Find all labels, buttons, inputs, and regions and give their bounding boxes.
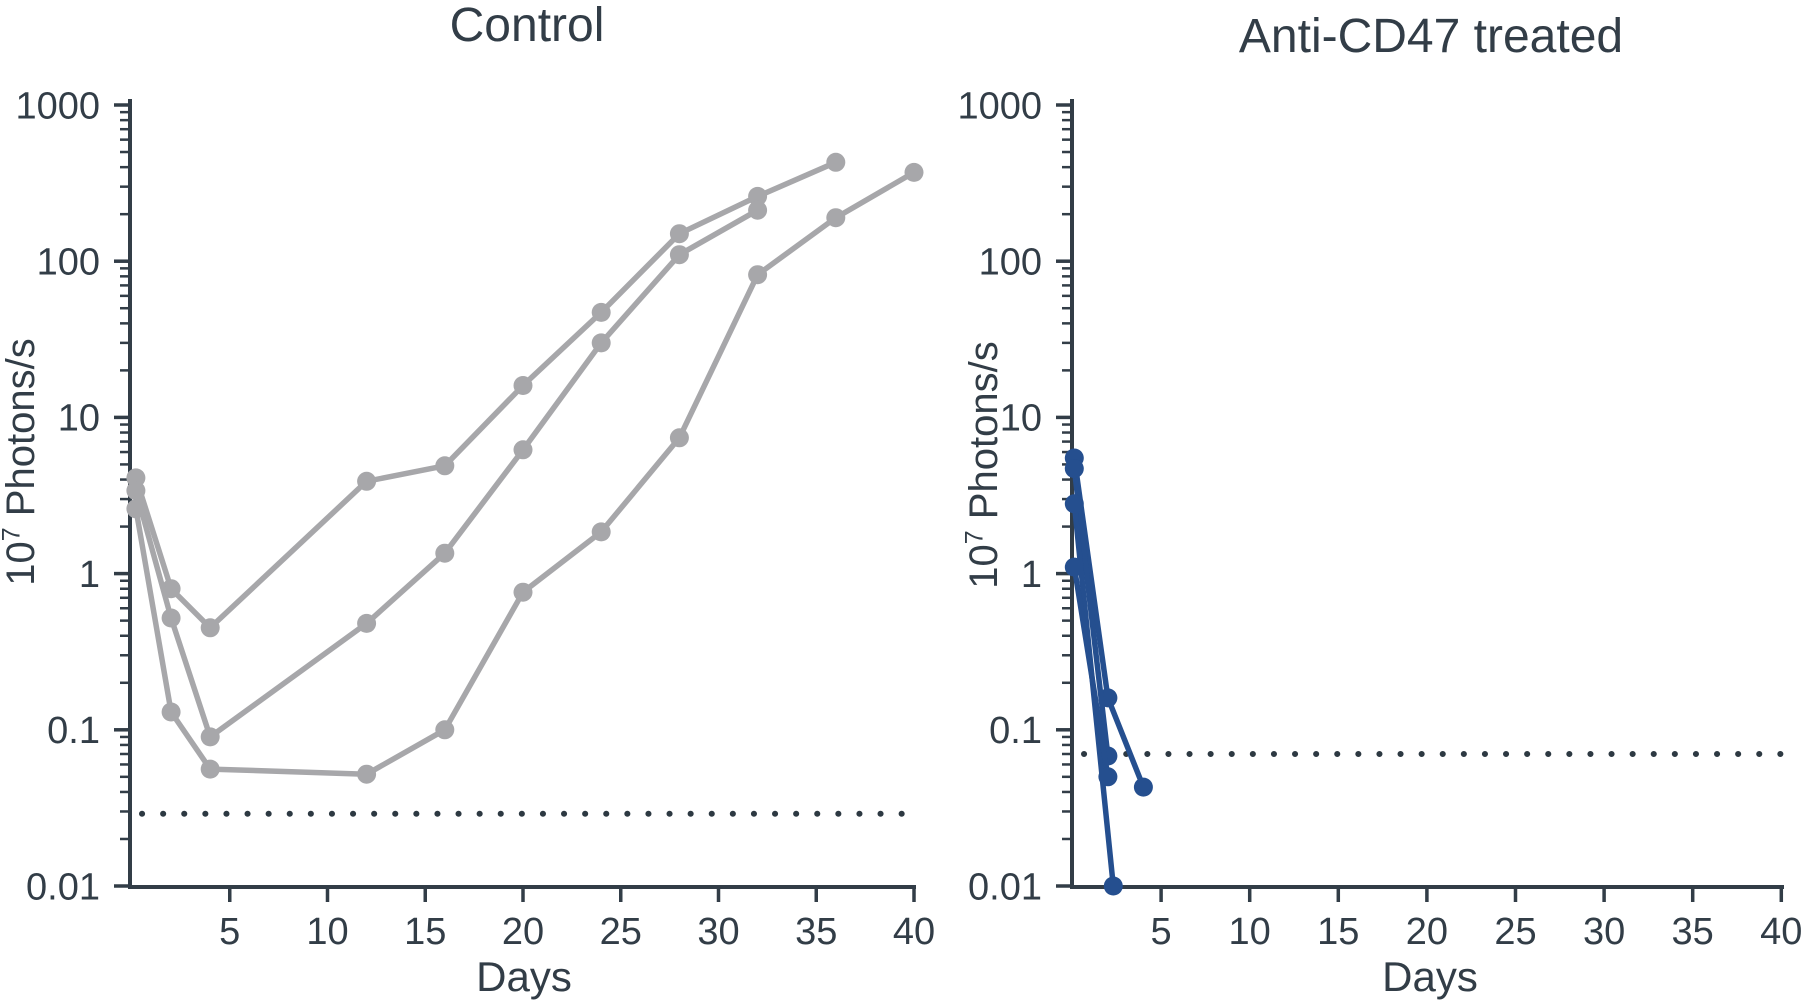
y-tick-label: 10 <box>1000 398 1042 440</box>
y-tick-label: 0.01 <box>26 866 100 908</box>
x-tick-label: 40 <box>1760 911 1802 953</box>
x-tick-label: 15 <box>404 911 446 953</box>
data-point-control-mouse-3 <box>826 208 846 228</box>
series-line-treated-mouse-4 <box>1071 564 1111 780</box>
data-point-treated-mouse-1 <box>1133 777 1153 797</box>
y-axis-label-units: Photons/s <box>0 338 43 528</box>
chart-title-control: Control <box>449 0 605 52</box>
x-axis-label-treated: Days <box>1382 953 1478 1000</box>
y-axis-label-exponent: 7 <box>960 530 989 545</box>
data-point-control-mouse-2 <box>435 543 455 563</box>
x-tick-label: 10 <box>306 911 348 953</box>
y-axis-label-base: 10 <box>0 541 43 586</box>
data-point-control-mouse-3 <box>513 582 533 602</box>
data-point-control-mouse-3 <box>748 265 768 285</box>
y-axis-label-exponent: 7 <box>0 527 26 542</box>
x-tick-label: 35 <box>1672 911 1714 953</box>
data-point-control-mouse-1 <box>357 471 377 491</box>
series-line-control-mouse-1 <box>133 159 839 631</box>
chart-control: 1000 100 10 1 0.1 0.01 5 10 15 20 25 30 35 40 <box>15 85 935 953</box>
y-tick-label: 0.1 <box>47 710 100 752</box>
data-point-control-mouse-1 <box>748 186 768 206</box>
y-tick-label: 1 <box>1021 554 1042 596</box>
x-tick-label: 30 <box>697 911 739 953</box>
y-tick-label: 0.01 <box>968 866 1042 908</box>
data-point-treated-mouse-2 <box>1064 459 1084 479</box>
data-point-control-mouse-2 <box>126 481 146 501</box>
y-tick-label: 1000 <box>957 85 1042 127</box>
data-point-control-mouse-2 <box>357 613 377 633</box>
series-line-control-mouse-3 <box>133 169 917 777</box>
data-point-control-mouse-3 <box>161 702 181 722</box>
data-point-control-mouse-3 <box>435 720 455 740</box>
x-tick-label: 10 <box>1229 911 1271 953</box>
y-tick-label: 0.1 <box>989 710 1042 752</box>
y-tick-label: 100 <box>979 242 1042 284</box>
x-axis-label-control: Days <box>476 953 572 1000</box>
y-tick-label: 1000 <box>15 85 100 127</box>
data-point-control-mouse-2 <box>513 440 533 460</box>
data-point-control-mouse-2 <box>748 200 768 220</box>
y-tick-label: 1 <box>79 554 100 596</box>
data-point-control-mouse-2 <box>591 333 611 353</box>
data-point-control-mouse-2 <box>200 727 220 747</box>
y-tick-label: 100 <box>37 242 100 284</box>
y-axis-label-treated: 107 Photons/s <box>960 341 1006 589</box>
chart-anti-cd47-treated: 1000 100 10 1 0.1 0.01 5 10 15 20 25 30 35 40 <box>957 85 1802 953</box>
x-tick-label: 5 <box>1151 911 1172 953</box>
data-point-control-mouse-2 <box>669 245 689 265</box>
data-point-control-mouse-1 <box>200 618 220 638</box>
y-tick-label: 10 <box>58 398 100 440</box>
data-point-treated-mouse-3 <box>1064 494 1084 514</box>
data-point-control-mouse-3 <box>126 499 146 519</box>
data-point-control-mouse-1 <box>513 376 533 395</box>
x-tick-label: 5 <box>219 911 240 953</box>
data-point-treated-mouse-4 <box>1064 557 1084 577</box>
x-tick-label: 35 <box>795 911 837 953</box>
x-tick-label: 20 <box>502 911 544 953</box>
x-tick-label: 30 <box>1583 911 1625 953</box>
data-point-control-mouse-3 <box>357 764 377 784</box>
data-point-treated-mouse-4 <box>1098 767 1118 787</box>
data-point-treated-mouse-3 <box>1103 876 1123 896</box>
x-tick-label: 20 <box>1406 911 1448 953</box>
data-point-control-mouse-1 <box>669 224 689 244</box>
data-point-control-mouse-3 <box>904 162 924 182</box>
y-axis-label-control: 107 Photons/s <box>0 338 43 586</box>
data-point-control-mouse-1 <box>435 456 455 476</box>
y-axis-label-units: Photons/s <box>962 341 1006 531</box>
x-tick-label: 15 <box>1317 911 1359 953</box>
data-point-control-mouse-3 <box>591 522 611 542</box>
y-axis-label-base: 10 <box>962 544 1006 589</box>
data-point-control-mouse-1 <box>826 152 846 172</box>
data-point-control-mouse-3 <box>200 759 220 779</box>
data-point-control-mouse-2 <box>161 608 181 628</box>
data-point-control-mouse-1 <box>591 302 611 322</box>
x-tick-label: 40 <box>893 911 935 953</box>
chart-title-anti-cd47: Anti-CD47 treated <box>1238 10 1624 63</box>
series-line-treated-mouse-2 <box>1071 465 1111 759</box>
x-tick-label: 25 <box>1494 911 1536 953</box>
data-point-control-mouse-3 <box>669 428 689 448</box>
x-tick-label: 25 <box>600 911 642 953</box>
